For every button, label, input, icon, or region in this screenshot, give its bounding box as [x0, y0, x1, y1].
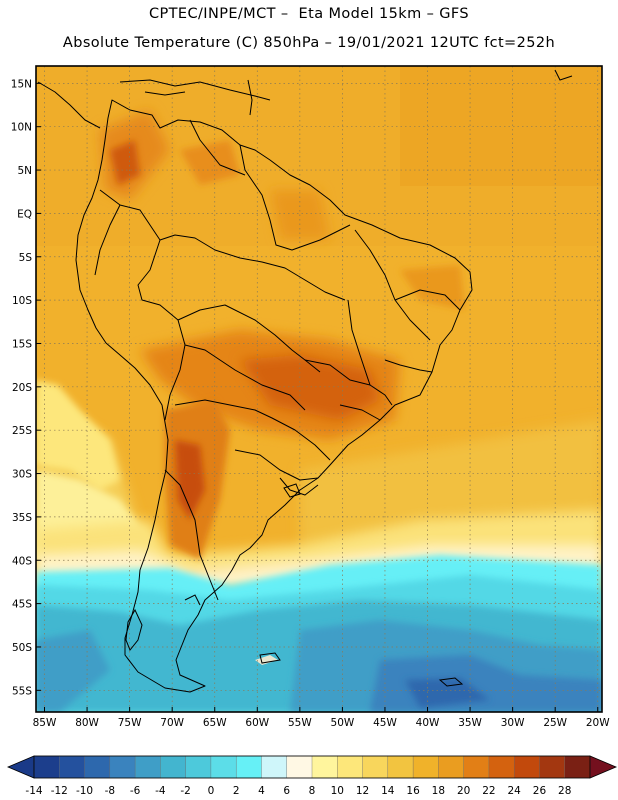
lon-tick-label: 65W	[203, 717, 227, 729]
lon-tick-label: 50W	[331, 717, 355, 729]
colorbar-tick-label: 18	[432, 785, 445, 797]
colorbar-tick-label: 26	[533, 785, 547, 797]
colorbar-swatch	[463, 755, 490, 779]
continent-outline	[37, 81, 473, 693]
colorbar-tick-label: 16	[406, 785, 420, 797]
lon-tick-label: 85W	[33, 717, 57, 729]
lat-tick-label: 50S	[12, 642, 32, 654]
lat-tick-label: 15N	[11, 78, 32, 90]
colorbar-swatch	[362, 755, 389, 779]
lat-tick-label: 40S	[12, 555, 32, 567]
colorbar-swatch	[235, 755, 262, 779]
colorbar-border	[33, 755, 591, 779]
lat-tick-label: 20S	[12, 382, 32, 394]
colorbar-swatch	[488, 755, 515, 779]
colorbar-swatch	[210, 755, 237, 779]
lon-tick-label: 45W	[373, 717, 397, 729]
lat-tick-label: 10N	[11, 122, 32, 134]
colorbar-swatch	[59, 755, 86, 779]
colorbar-over-arrow	[589, 755, 618, 779]
colorbar-under-arrow	[6, 755, 35, 779]
islands-outline	[119, 69, 573, 687]
colorbar-tick-label: -6	[130, 785, 141, 797]
colorbar-swatch	[261, 755, 288, 779]
temperature-field	[36, 66, 602, 712]
lat-tick-label: 25S	[12, 425, 32, 437]
colorbar-tick-label: 2	[233, 785, 240, 797]
colorbar-tick-label: 14	[381, 785, 395, 797]
colorbar-tick-label: -10	[76, 785, 93, 797]
lat-tick-label: 30S	[12, 469, 32, 481]
lat-tick-label: EQ	[17, 208, 32, 220]
colorbar-tick-label: 20	[457, 785, 470, 797]
lon-tick-label: 70W	[160, 717, 184, 729]
colorbar-tick-label: 28	[558, 785, 571, 797]
colorbar-tick-label: 24	[507, 785, 521, 797]
colorbar-swatch	[412, 755, 439, 779]
colorbar-tick-label: 4	[258, 785, 265, 797]
colorbar-tick-label: -8	[105, 785, 115, 797]
colorbar-swatch	[311, 755, 338, 779]
map-frame	[35, 65, 603, 713]
colorbar-swatch	[84, 755, 111, 779]
colorbar-swatch	[286, 755, 313, 779]
lon-tick-label: 40W	[416, 717, 440, 729]
colorbar-tick-label: 12	[356, 785, 369, 797]
colorbar-swatch	[387, 755, 414, 779]
colorbar-tick-label: -12	[51, 785, 68, 797]
lon-tick-label: 30W	[501, 717, 525, 729]
lon-tick-label: 35W	[458, 717, 482, 729]
map-title-line-2: Absolute Temperature (C) 850hPa – 19/01/…	[62, 35, 556, 51]
map-title-line-1: CPTEC/INPE/MCT – Eta Model 15km – GFS	[148, 6, 470, 22]
lat-tick-label: 15S	[12, 338, 32, 350]
colorbar-swatch	[564, 755, 591, 779]
lon-tick-label: 20W	[586, 717, 610, 729]
colorbar-swatch	[33, 755, 60, 779]
lon-tick-label: 75W	[118, 717, 142, 729]
colorbar-tick-label: 8	[309, 785, 316, 797]
colorbar-tick-label: 10	[331, 785, 344, 797]
lat-tick-label: 45S	[12, 599, 32, 611]
colorbar-tick-label: 0	[208, 785, 215, 797]
colorbar-swatch	[539, 755, 566, 779]
colorbar-swatch	[160, 755, 187, 779]
colorbar-tick-label: -2	[180, 785, 190, 797]
lon-tick-label: 80W	[75, 717, 99, 729]
colorbar-tick-label: 6	[283, 785, 290, 797]
lat-tick-label: 5N	[17, 165, 32, 177]
colorbar-swatch	[337, 755, 364, 779]
colorbar-swatch	[185, 755, 212, 779]
colorbar-swatch	[134, 755, 161, 779]
lat-tick-label: 35S	[12, 512, 32, 524]
lat-tick-label: 10S	[12, 295, 32, 307]
lon-tick-label: 55W	[288, 717, 312, 729]
longitude-axis: 85W 80W 75W 70W 65W 60W 55W 50W 45W 40W 35W 30W 25W 2…	[33, 707, 610, 729]
colorbar-tick-label: -4	[155, 785, 166, 797]
colorbar-swatch	[109, 755, 136, 779]
lon-tick-label: 25W	[543, 717, 567, 729]
lon-tick-label: 60W	[245, 717, 269, 729]
colorbar-swatch	[513, 755, 540, 779]
lat-tick-label: 55S	[12, 685, 32, 697]
colorbar-legend: -14 -12 -10 -8 -6 -4 -2 0 2 4 6 8 10 12 14 16 18 20 22 24 26…	[6, 755, 618, 797]
colorbar-tick-label: 22	[482, 785, 495, 797]
colorbar-swatch	[438, 755, 465, 779]
latitude-axis: 15N 10N 5N EQ 5S 10S 15S 20S 25S 30S 35S 40S 45S 50S 5…	[11, 78, 41, 697]
lat-tick-label: 5S	[19, 252, 33, 264]
colorbar-tick-label: -14	[25, 785, 42, 797]
